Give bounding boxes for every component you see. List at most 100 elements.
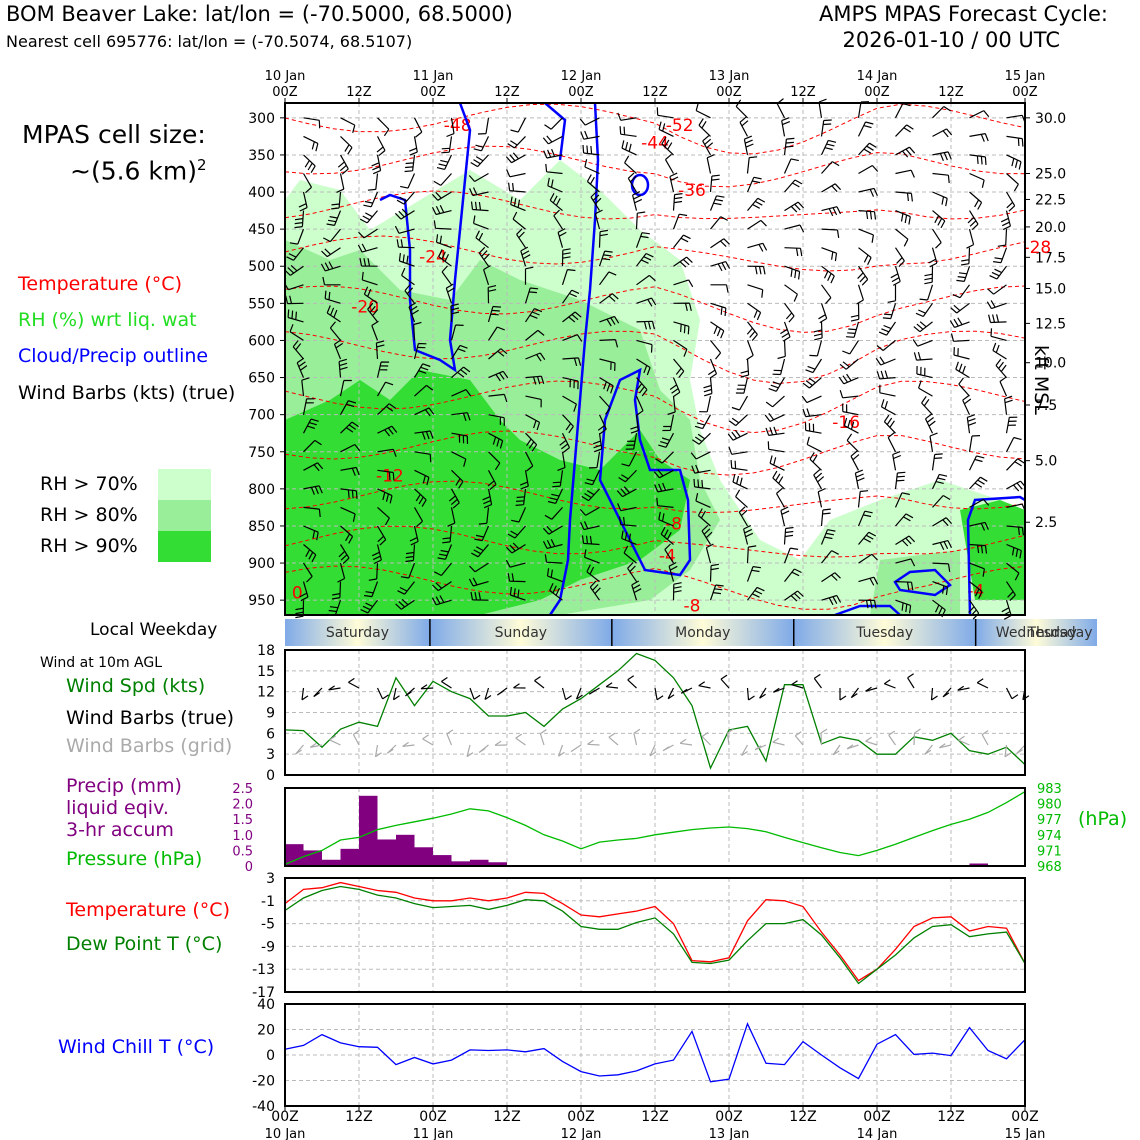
wind-barb (986, 300, 1007, 310)
wind-barb (616, 486, 637, 498)
legend-rh: RH (%) wrt liq. wat (18, 309, 197, 331)
weekday-label: Tuesday (855, 625, 913, 641)
wind-barb (599, 271, 617, 286)
wind-barb (520, 246, 531, 267)
wind-barb (997, 229, 1008, 247)
wind-barb (894, 471, 906, 489)
wind-barb (589, 580, 601, 601)
wind-barb (775, 487, 786, 508)
wind-barb (932, 517, 953, 527)
wind-barb (326, 210, 342, 226)
wind-barb (697, 508, 711, 527)
top-day-label: 12 Jan (561, 69, 602, 84)
wind-barb-true (1005, 687, 1019, 700)
wind-barb (932, 105, 951, 119)
wind-barb (702, 135, 714, 156)
wind-barb (672, 582, 682, 601)
wind-barb (858, 247, 872, 265)
precip-tick-label: 1.5 (232, 813, 253, 828)
wind-barb (703, 377, 713, 397)
wind-tick-label: 15 (257, 664, 275, 680)
wind-barb (968, 435, 981, 452)
bottom-hour-label: 12Z (641, 1109, 668, 1125)
wind-barb (302, 173, 313, 194)
top-day-label: 13 Jan (709, 69, 750, 84)
wind-barb (287, 309, 304, 323)
wind-barb (690, 451, 711, 460)
wind-barb (817, 487, 826, 508)
wind-barb (772, 470, 785, 490)
wind-barb (524, 287, 539, 304)
temp-tick-label: -1 (261, 894, 275, 910)
wind-barb (918, 380, 933, 397)
wind-barb (698, 118, 711, 137)
wind-barb (691, 464, 711, 474)
wind-barb (588, 451, 601, 469)
wind-barb (598, 229, 608, 248)
wind-barb (562, 414, 574, 434)
wind-barb (450, 324, 464, 341)
wind-tick-label: 12 (257, 685, 275, 701)
wind-barb (673, 358, 685, 378)
wind-barb (701, 524, 713, 545)
isotherm-label: -4 (659, 547, 676, 567)
wind-barb (694, 414, 712, 430)
wind-barb (590, 191, 602, 211)
wind-barb (488, 451, 501, 471)
wind-barb (619, 126, 637, 137)
wind-barb (584, 159, 600, 175)
wind-barb (376, 381, 394, 397)
top-day-label: 10 Jan (265, 69, 306, 84)
wind-barb (451, 432, 469, 445)
wind-barb (821, 284, 832, 305)
wind-barb (969, 191, 983, 210)
wind-barb-true (759, 687, 767, 699)
wind-barb (875, 356, 896, 366)
wind-barb (857, 101, 870, 118)
wind-barb (431, 595, 452, 606)
wind-barb (915, 302, 933, 318)
wind-barb-grid (539, 729, 547, 746)
wind-barb (395, 598, 415, 610)
pressure-tick-label: 800 (248, 482, 275, 498)
wind-barb (878, 321, 896, 336)
legend-temperature: Temperature (°C) (18, 273, 182, 295)
pressure-tick-label: 700 (248, 408, 275, 424)
wind-barb (361, 271, 378, 286)
wind-barb (561, 248, 571, 267)
wind-barb (858, 531, 877, 545)
wind-barb (547, 177, 563, 193)
wind-barb (764, 412, 785, 422)
wind-barb (858, 210, 877, 220)
wind-barb (966, 228, 975, 249)
wind-barb (303, 485, 323, 495)
weekday-cell (975, 619, 1097, 646)
wind-barb-grid (1016, 744, 1026, 755)
wind-barb (377, 448, 397, 457)
wind-barb-grid (981, 730, 989, 746)
wind-barb (821, 206, 842, 217)
pressure-tick-label: 400 (248, 185, 275, 201)
wind-barb (475, 230, 489, 249)
wind-barb (442, 525, 453, 544)
wind-barb-grid (958, 735, 970, 746)
wind-barb (474, 525, 490, 542)
wind-barb (1006, 154, 1022, 170)
wind-barb (858, 187, 878, 197)
wind-barb (727, 430, 748, 441)
top-hour-label: 00Z (272, 85, 298, 100)
wind-barb (784, 568, 802, 582)
wind-barb (765, 395, 785, 408)
wind-barb-true (813, 673, 822, 689)
wind-barb (931, 473, 948, 490)
temp-frame (284, 877, 1026, 993)
wind-barb (289, 228, 305, 245)
wind-barb (333, 339, 344, 360)
wind-barb (958, 377, 970, 397)
wind-barb (746, 566, 761, 582)
wind-barb (515, 488, 527, 506)
wind-barb (438, 249, 452, 267)
wind-barb (359, 257, 378, 267)
chill-tick-label: -20 (252, 1074, 275, 1090)
